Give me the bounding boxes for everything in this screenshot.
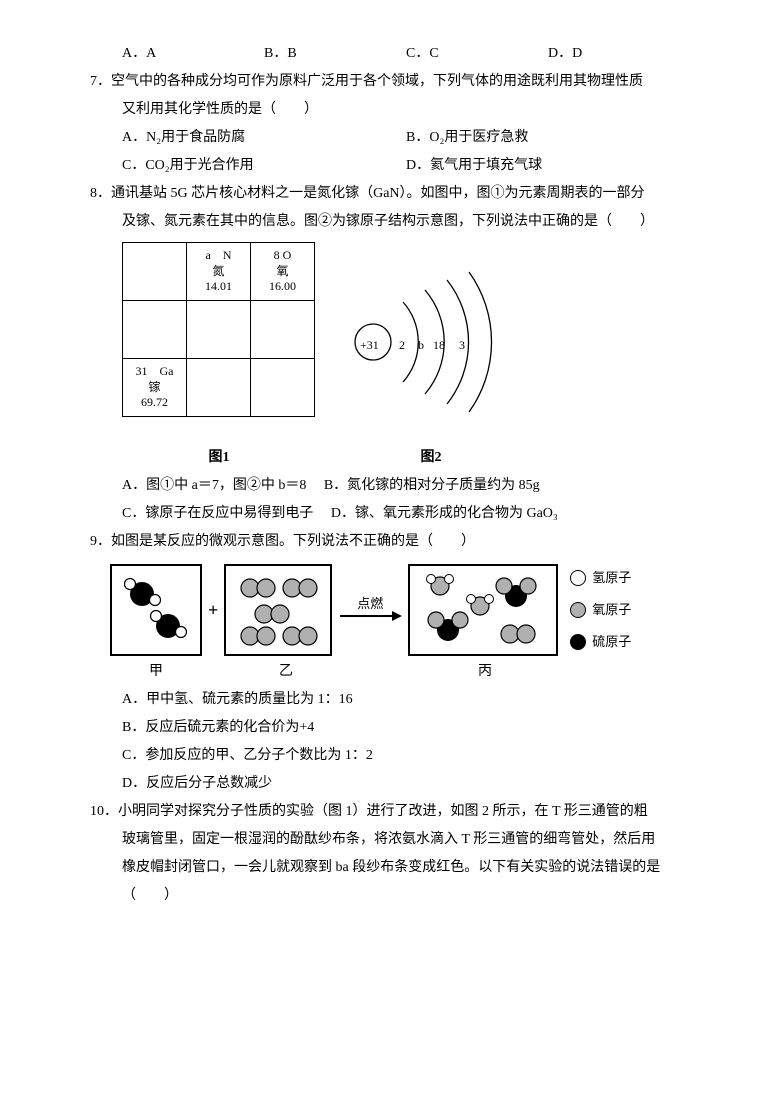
legend-oxygen: 氧原子: [570, 597, 631, 623]
cell-gallium: 31 Ga 镓 69.72: [123, 359, 187, 417]
o-line3: 16.00: [251, 279, 314, 295]
legend-s-label: 硫原子: [592, 629, 631, 655]
reactant-b-box: [224, 564, 332, 656]
o-line1: 8 O: [251, 248, 314, 264]
q10-line3: 橡皮帽封闭管口，一会儿就观察到 ba 段纱布条变成红色。以下有关实验的说法错误的…: [90, 854, 690, 882]
gallium-atom-diagram: +31 2 b 18 3: [335, 262, 545, 442]
fig1-label: 图1: [122, 444, 316, 472]
sulfur-icon: [570, 634, 586, 650]
hydrogen-icon: [570, 570, 586, 586]
q10-line2: 玻璃管里，固定一根湿润的酚酞纱布条，将浓氨水滴入 T 形三通管的细弯管处，然后用: [90, 826, 690, 854]
q7-opt-d: D．氦气用于填充气球: [406, 152, 690, 180]
legend-hydrogen: 氢原子: [570, 565, 631, 591]
plus-icon: +: [208, 592, 218, 628]
q8-opt-d: D．镓、氧元素形成的化合物为 GaO₃: [331, 506, 558, 521]
cell-oxygen: 8 O 氧 16.00: [251, 243, 315, 301]
cell-nitrogen: a N 氮 14.01: [187, 243, 251, 301]
fig2-label: 图2: [316, 444, 526, 472]
label-jia: 甲: [110, 658, 202, 686]
reactant-a-box: [110, 564, 202, 656]
q10-line4: （ ）: [90, 882, 690, 910]
ga-line2: 镓: [123, 380, 186, 396]
reaction-arrow: 点燃: [338, 597, 402, 624]
q7-stem-line1: 7．空气中的各种成分均可作为原料广泛用于各个领域，下列气体的用途既利用其物理性质: [90, 68, 690, 96]
atom-legend: 氢原子 氧原子 硫原子: [570, 565, 631, 655]
shell-3: 18: [433, 333, 445, 357]
q9-opt-a: A．甲中氢、硫元素的质量比为 1：16: [90, 686, 690, 714]
q8-figure-labels: 图1 图2: [90, 444, 690, 472]
shell-1: 2: [399, 333, 405, 357]
q6-opt-c: C．C: [406, 40, 548, 68]
q9-opt-d: D．反应后分子总数减少: [90, 770, 690, 798]
q8-stem-line1: 8．通讯基站 5G 芯片核心材料之一是氮化镓（GaN）。如图中，图①为元素周期表…: [90, 180, 690, 208]
q7-opt-c: C．CO₂用于光合作用: [122, 152, 406, 180]
q7-opt-b: B．O₂用于医疗急救: [406, 124, 690, 152]
q9-opt-c: C．参加反应的甲、乙分子个数比为 1：2: [90, 742, 690, 770]
q7-stem-line2: 又利用其化学性质的是（ ）: [90, 96, 690, 124]
q7-options-row2: C．CO₂用于光合作用 D．氦气用于填充气球: [90, 152, 690, 180]
q10-line1: 10．小明同学对探究分子性质的实验（图 1）进行了改进，如图 2 所示，在 T …: [90, 798, 690, 826]
q8-opt-c: C．镓原子在反应中易得到电子: [122, 506, 313, 521]
product-box: [408, 564, 558, 656]
label-yi: 乙: [232, 658, 340, 686]
legend-h-label: 氢原子: [592, 565, 631, 591]
label-bing: 丙: [410, 658, 560, 686]
q6-opt-b: B．B: [264, 40, 406, 68]
ga-line3: 69.72: [123, 395, 186, 411]
q6-opt-a: A．A: [122, 40, 264, 68]
q8-opt-a: A．图①中 a＝7，图②中 b＝8: [122, 478, 306, 493]
legend-sulfur: 硫原子: [570, 629, 631, 655]
oxygen-icon: [570, 602, 586, 618]
shell-4: 3: [459, 333, 465, 357]
q7-options-row1: A．N₂用于食品防腐 B．O₂用于医疗急救: [90, 124, 690, 152]
q8-stem-line2: 及镓、氮元素在其中的信息。图②为镓原子结构示意图，下列说法中正确的是（ ）: [90, 208, 690, 236]
q6-opt-d: D．D: [548, 40, 690, 68]
periodic-table-fragment: a N 氮 14.01 8 O 氧 16.00 31 Ga 镓 69.72: [122, 242, 315, 417]
arrow-icon: [338, 608, 402, 624]
q8-options-row2: C．镓原子在反应中易得到电子 D．镓、氧元素形成的化合物为 GaO₃: [90, 500, 690, 528]
shell-2: b: [418, 333, 424, 357]
q7-opt-a: A．N₂用于食品防腐: [122, 124, 406, 152]
n-line1: a N: [187, 248, 250, 264]
q8-options-row1: A．图①中 a＝7，图②中 b＝8 B．氮化镓的相对分子质量约为 85g: [90, 472, 690, 500]
n-line3: 14.01: [187, 279, 250, 295]
q8-figure: a N 氮 14.01 8 O 氧 16.00 31 Ga 镓 69.72: [90, 242, 690, 442]
q9-figure: + 点燃: [90, 564, 690, 656]
q9-opt-b: B．反应后硫元素的化合价为+4: [90, 714, 690, 742]
o-line2: 氧: [251, 264, 314, 280]
ga-line1: 31 Ga: [123, 364, 186, 380]
q6-options: A．A B．B C．C D．D: [90, 40, 690, 68]
nucleus-label: +31: [360, 333, 379, 357]
legend-o-label: 氧原子: [592, 597, 631, 623]
n-line2: 氮: [187, 264, 250, 280]
q9-box-labels: 甲 乙 丙: [90, 658, 690, 686]
q8-opt-b: B．氮化镓的相对分子质量约为 85g: [324, 478, 540, 493]
q9-stem: 9．如图是某反应的微观示意图。下列说法不正确的是（ ）: [90, 528, 690, 556]
